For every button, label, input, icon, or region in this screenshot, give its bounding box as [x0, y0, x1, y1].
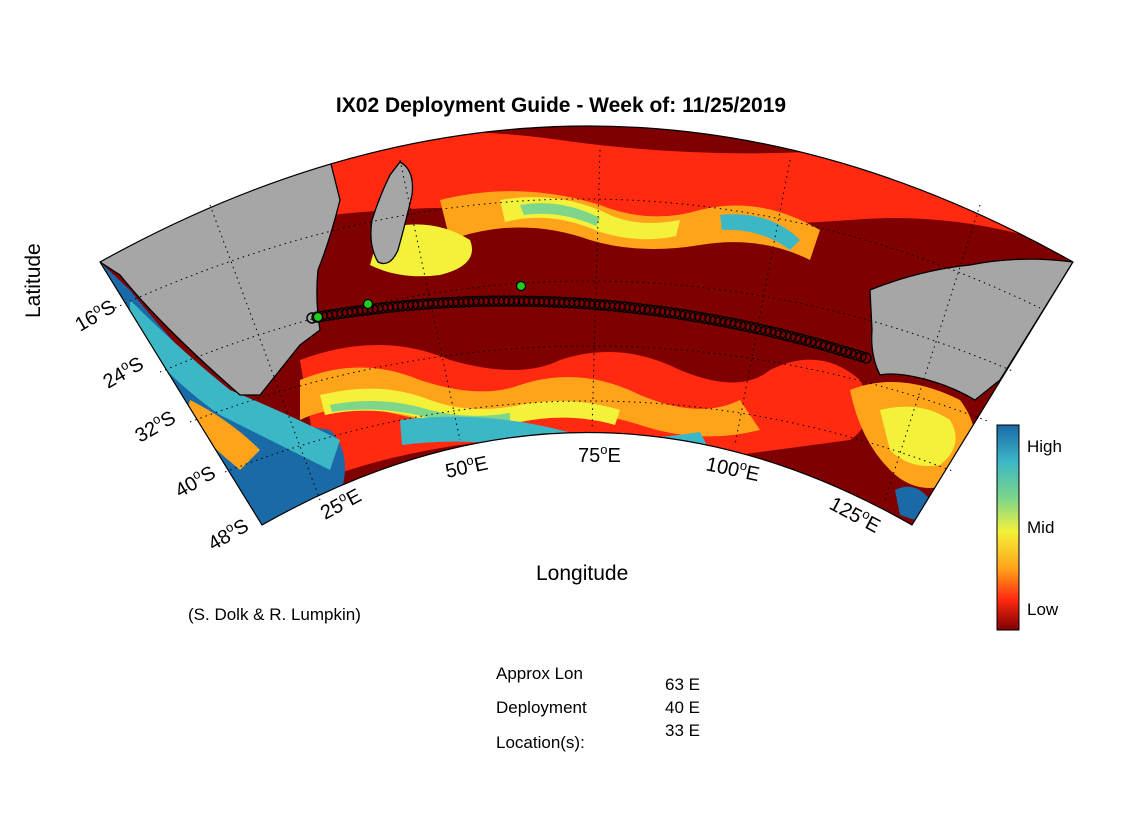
track-marker — [855, 350, 867, 363]
deployment-lon-3: 33 E — [665, 721, 700, 740]
track-marker — [820, 340, 832, 352]
cyan-patch-north — [720, 214, 800, 250]
lat-tick-label: 16oS — [70, 293, 120, 336]
yellow-patch-southeast — [880, 406, 956, 466]
track-marker — [815, 338, 827, 351]
deployment-location-marker — [362, 298, 374, 310]
australia-land — [869, 258, 1073, 401]
map-field — [100, 126, 1073, 525]
madagascar-land — [370, 161, 414, 265]
track-marker — [860, 352, 872, 364]
credit-text: (S. Dolk & R. Lumpkin) — [188, 605, 361, 624]
track-marker — [825, 341, 837, 354]
deployment-location-marker — [515, 280, 527, 292]
track-marker — [790, 332, 802, 344]
track-marker — [840, 346, 852, 358]
track-marker — [810, 337, 822, 349]
track-marker — [850, 349, 862, 361]
yellow-band-south — [320, 388, 620, 426]
deployment-lon-1: 63 E — [665, 675, 700, 694]
deployment-lon-2: 40 E — [665, 698, 700, 717]
map-title: IX02 Deployment Guide - Week of: 11/25/2… — [335, 94, 787, 117]
orange-patch-southwest — [185, 400, 260, 470]
x-axis-label: Longitude — [536, 562, 629, 585]
info-label-line-3: Location(s): — [496, 733, 585, 752]
lon-tick-label: 75oE — [578, 442, 621, 467]
info-label-line-1: Approx Lon — [496, 664, 583, 683]
colorbar-tick-high: High — [1027, 437, 1062, 456]
track-marker — [795, 333, 807, 345]
colorbar — [996, 424, 1020, 631]
cyan-region-southwest — [130, 300, 340, 470]
lat-tick-label: 32oS — [130, 404, 180, 447]
lat-tick-label: 48oS — [203, 512, 253, 555]
orange-band-south — [300, 367, 760, 437]
green-band-north — [520, 203, 600, 226]
lat-tick-label: 40oS — [170, 459, 220, 502]
colorbar-tick-mid: Mid — [1027, 518, 1055, 537]
deployment-location-marker — [312, 311, 324, 323]
y-axis-label: Latitude — [22, 243, 45, 318]
track-marker — [830, 343, 842, 355]
track-marker — [845, 347, 857, 359]
colorbar-tick-low: Low — [1027, 600, 1059, 619]
track-marker — [835, 344, 847, 356]
lon-tick-label: 50oE — [443, 450, 490, 483]
deployment-track — [306, 280, 872, 364]
map-frame — [99, 125, 1074, 526]
info-label-line-2: Deployment — [496, 698, 587, 717]
lon-tick-label: 100oE — [704, 450, 762, 486]
lat-tick-label: 24oS — [98, 350, 148, 393]
